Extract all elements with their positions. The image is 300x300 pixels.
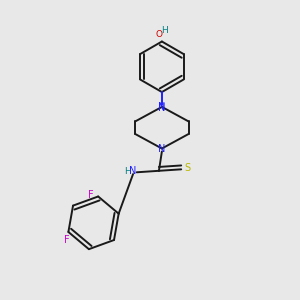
Text: N: N [158,102,166,112]
Text: F: F [88,190,94,200]
Text: O: O [155,30,162,39]
Text: H: H [161,26,168,35]
Text: S: S [185,163,191,172]
Text: H: H [124,167,130,176]
Text: N: N [158,143,166,154]
Text: N: N [129,167,136,176]
Text: F: F [64,235,70,245]
Text: N: N [158,103,166,113]
